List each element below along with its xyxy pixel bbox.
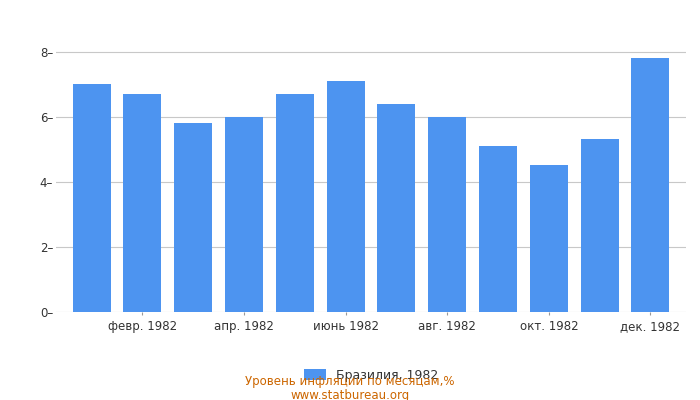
Bar [428, 117, 466, 312]
Bar [73, 84, 111, 312]
Bar [479, 146, 517, 312]
Bar [225, 117, 263, 312]
Bar [326, 81, 365, 312]
Bar [174, 123, 212, 312]
Text: Уровень инфляции по месяцам,%: Уровень инфляции по месяцам,% [245, 376, 455, 388]
Bar [377, 104, 416, 312]
Legend: Бразилия, 1982: Бразилия, 1982 [304, 369, 438, 382]
Bar [580, 140, 619, 312]
Text: www.statbureau.org: www.statbureau.org [290, 390, 410, 400]
Bar [631, 58, 669, 312]
Bar [276, 94, 314, 312]
Bar [530, 166, 568, 312]
Bar [123, 94, 162, 312]
